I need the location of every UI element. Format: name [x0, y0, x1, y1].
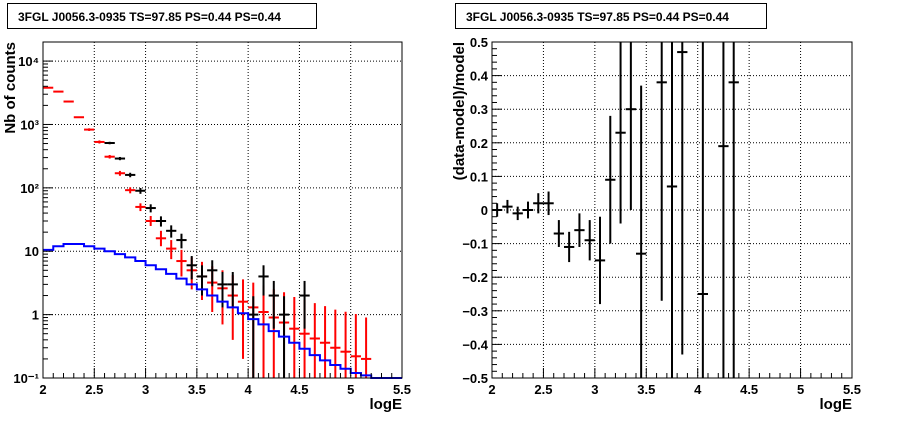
- x-tick-label: 3: [591, 382, 598, 397]
- y-tick-label: 0: [481, 203, 488, 218]
- x-tick-label: 4.5: [290, 382, 308, 397]
- x-tick-label: 3.5: [188, 382, 206, 397]
- y-tick-label: 10: [25, 244, 39, 259]
- x-tick-label: 2.5: [85, 382, 103, 397]
- x-tick-label: 2: [39, 382, 46, 397]
- y-tick-label: −0.3: [462, 304, 488, 319]
- x-tick-label: 4.5: [740, 382, 758, 397]
- x-tick-label: 5.5: [393, 382, 411, 397]
- x-tick-label: 4: [245, 382, 253, 397]
- x-tick-label: 5.5: [843, 382, 861, 397]
- x-tick-label: 5: [347, 382, 354, 397]
- y-tick-label: 0.2: [470, 136, 488, 151]
- y-axis-label: Nb of counts: [2, 42, 19, 134]
- chart-title-residuals: 3FGL J0056.3-0935 TS=97.85 PS=0.44 PS=0.…: [455, 3, 767, 29]
- y-tick-label: −0.1: [462, 237, 488, 252]
- panel-residuals: 2 2.5 3 3.5 4 4.5 5 5.5 −0.5 −0.4 −0.3 −0.2 −0.1 0 0.1…: [451, 35, 861, 413]
- x-axis-label: logE: [820, 396, 853, 413]
- y-tick-label: 0.3: [470, 102, 488, 117]
- y-tick-label: 10³: [20, 117, 39, 132]
- y-tick-label: 10⁴: [18, 54, 39, 69]
- x-tick-label: 2.5: [534, 382, 552, 397]
- y-tick-label: 10²: [20, 181, 39, 196]
- model-step-line: [43, 243, 402, 379]
- x-axis-label: logE: [370, 396, 403, 413]
- y-tick-label: 0.5: [470, 35, 488, 50]
- x-tick-label: 5: [797, 382, 804, 397]
- x-tick-label: 4: [694, 382, 702, 397]
- y-axis-label: (data-model)/model: [451, 42, 468, 180]
- plot-frame: [42, 41, 403, 379]
- y-tick-label: 1: [32, 308, 39, 323]
- y-tick-label: −0.5: [462, 371, 488, 386]
- x-tick-label: 2: [488, 382, 495, 397]
- y-tick-label: 0.1: [470, 169, 488, 184]
- panel-counts: 2 2.5 3 3.5 4 4.5 5 5.5 10⁻¹ 1 10 10² 10³ 10⁴ logE Nb o…: [2, 41, 411, 413]
- x-tick-label: 3: [142, 382, 149, 397]
- y-tick-label: 10⁻¹: [13, 371, 39, 386]
- y-tick-label: 0.4: [470, 69, 489, 84]
- chart-title-counts: 3FGL J0056.3-0935 TS=97.85 PS=0.44 PS=0.…: [7, 3, 317, 29]
- y-tick-label: −0.4: [462, 337, 488, 352]
- x-tick-label: 3.5: [637, 382, 655, 397]
- y-tick-label: −0.2: [462, 270, 488, 285]
